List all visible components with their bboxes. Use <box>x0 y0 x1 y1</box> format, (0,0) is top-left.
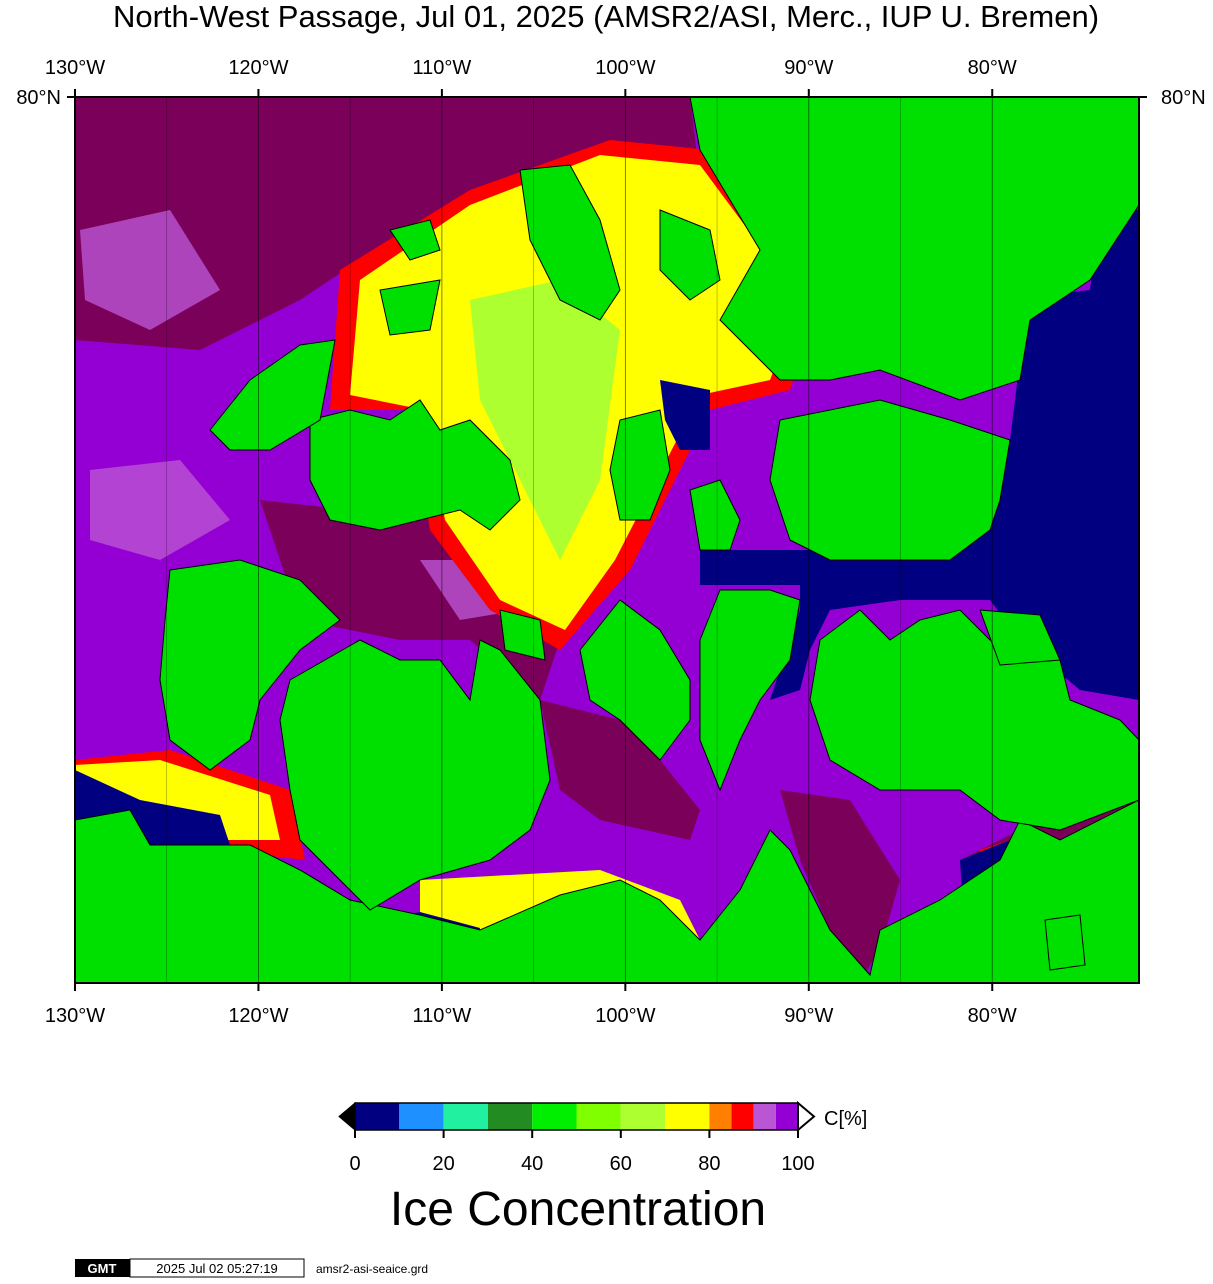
ice-mix <box>80 210 520 620</box>
timestamp-box <box>129 1258 305 1278</box>
lon-label-top: 80°W <box>968 57 1017 79</box>
colorbar-tick-label: 20 <box>432 1153 454 1175</box>
land <box>75 97 1139 983</box>
colorbar-tick-label: 100 <box>781 1153 814 1175</box>
lon-label-bottom: 100°W <box>595 1005 655 1027</box>
lon-label-bottom: 80°W <box>968 1005 1017 1027</box>
color-swatch <box>775 1103 798 1130</box>
map-frame <box>74 96 1140 984</box>
footer: GMT 2025 Jul 02 05:27:19 amsr2-asi-seaic… <box>75 1258 428 1278</box>
color-swatch <box>620 1103 666 1130</box>
lon-label-bottom: 90°W <box>784 1005 833 1027</box>
lon-label-bottom: 120°W <box>228 1005 288 1027</box>
ice-map <box>75 97 1139 983</box>
color-swatch <box>753 1103 776 1130</box>
colorbar-tick-label: 80 <box>698 1153 720 1175</box>
colorbar-unit: C[%] <box>824 1108 867 1130</box>
colorbar-tick-label: 40 <box>521 1153 543 1175</box>
lat-label-left: 80°N <box>16 87 61 109</box>
logo: GMT <box>88 1261 117 1276</box>
lon-label-bottom: 130°W <box>45 1005 105 1027</box>
colorbar-frame <box>354 1102 799 1131</box>
color-swatch <box>532 1103 577 1130</box>
lon-label-top: 100°W <box>595 57 655 79</box>
lon-label-top: 130°W <box>45 57 105 79</box>
under-triangle <box>338 1101 356 1132</box>
color-swatch <box>399 1103 444 1130</box>
timestamp: 2025 Jul 02 05:27:19 <box>156 1261 277 1276</box>
color-swatch <box>709 1103 732 1130</box>
colorbar-title: Ice Concentration <box>390 1183 766 1236</box>
map-title: North-West Passage, Jul 01, 2025 (AMSR2/… <box>113 0 1099 34</box>
colorbar-tick-label: 0 <box>349 1153 360 1175</box>
color-swatch <box>731 1103 754 1130</box>
color-swatch <box>665 1103 710 1130</box>
map-axes: 130°W 130°W 120°W 120°W 110°W 110°W 100°W 100°W… <box>16 57 1205 1027</box>
color-swatch <box>487 1103 533 1130</box>
lon-label-bottom: 110°W <box>413 1005 472 1027</box>
lat-label-right: 80°N <box>1161 87 1206 109</box>
logo-box <box>75 1259 130 1277</box>
lon-label-top: 90°W <box>784 57 833 79</box>
over-triangle <box>797 1100 816 1133</box>
colorbar: 0 20 40 60 80 100 C[%] Ice Concentration <box>338 1100 867 1236</box>
lon-label-top: 110°W <box>413 57 472 79</box>
colorbar-tick-label: 60 <box>610 1153 632 1175</box>
color-swatch <box>355 1103 400 1130</box>
color-swatch <box>576 1103 621 1130</box>
lon-label-top: 120°W <box>228 57 288 79</box>
color-swatch <box>443 1103 488 1130</box>
file-name: amsr2-asi-seaice.grd <box>316 1262 428 1276</box>
